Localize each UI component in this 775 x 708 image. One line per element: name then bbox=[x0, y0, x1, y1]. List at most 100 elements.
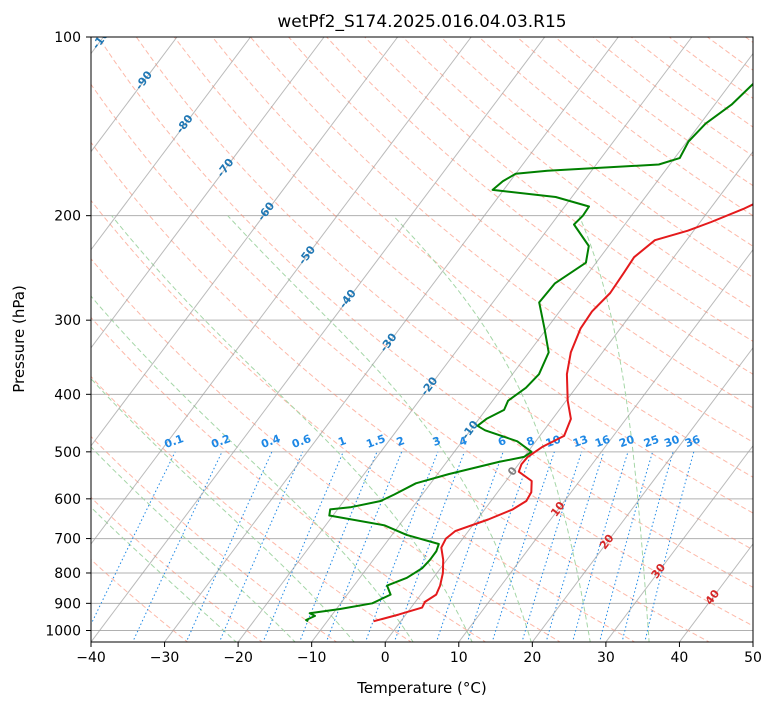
isotherm-line bbox=[311, 52, 753, 642]
isotherm-line bbox=[237, 37, 693, 642]
dewpoint-line bbox=[305, 82, 753, 623]
mixing-ratio-line bbox=[218, 451, 304, 642]
mixing-ratio-line bbox=[599, 451, 654, 642]
mixing-ratio-label: 36 bbox=[683, 433, 702, 451]
mixing-ratio-label: 20 bbox=[617, 433, 636, 451]
dry-adiabat-line bbox=[91, 558, 189, 642]
dry-adiabat-line bbox=[135, 37, 753, 551]
dry-adiabat-line bbox=[91, 199, 636, 642]
y-tick-label: 200 bbox=[54, 209, 81, 225]
dry-adiabat-line bbox=[364, 37, 753, 342]
mixing-ratio-label: 4 bbox=[457, 434, 469, 449]
dry-adiabat-line bbox=[91, 435, 338, 642]
y-axis-label: Pressure (hPa) bbox=[10, 285, 28, 393]
mixing-ratio-line bbox=[325, 451, 403, 642]
mixing-ratio-line bbox=[466, 451, 533, 642]
mixing-ratio-line bbox=[572, 451, 629, 642]
chart-title: wetPf2_S174.2025.016.04.03.R15 bbox=[277, 12, 566, 32]
mixing-ratio-label: 3 bbox=[431, 434, 443, 449]
x-tick-label: −40 bbox=[76, 650, 106, 666]
mixing-ratio-label: 0.6 bbox=[290, 432, 313, 451]
mixing-ratio-line bbox=[91, 451, 176, 626]
mixing-ratio-label: 30 bbox=[662, 433, 681, 451]
moist-adiabat-line bbox=[111, 215, 473, 642]
mixing-ratio-line bbox=[621, 451, 674, 642]
x-tick-label: −20 bbox=[223, 650, 253, 666]
moist-adiabat-line bbox=[227, 215, 532, 642]
isotherm-line bbox=[91, 37, 251, 251]
mixing-ratio-lines bbox=[91, 451, 695, 642]
moist-adiabat-line bbox=[91, 446, 296, 642]
mixing-ratio-label: 25 bbox=[642, 433, 661, 450]
dry-adiabat-line bbox=[250, 37, 753, 443]
mixing-ratio-label: 6 bbox=[496, 434, 508, 449]
mixing-ratio-line bbox=[364, 451, 439, 642]
x-tick-label: 0 bbox=[381, 650, 390, 666]
y-axis: 100 200 300 400 500 600 700 800 900 1000 bbox=[45, 30, 91, 640]
isotherm-line bbox=[91, 37, 399, 447]
x-tick-label: 40 bbox=[671, 650, 689, 666]
moist-adiabat-line bbox=[91, 378, 355, 642]
isotherm-line bbox=[384, 150, 753, 642]
y-tick-label: 600 bbox=[54, 492, 81, 508]
x-tick-label: 10 bbox=[450, 650, 468, 666]
moist-adiabat-line bbox=[91, 506, 237, 642]
y-tick-label: 100 bbox=[54, 30, 81, 46]
mixing-ratio-label: 8 bbox=[525, 434, 537, 449]
isotherm-line bbox=[163, 37, 619, 642]
dry-adiabat-line bbox=[326, 37, 753, 375]
isotherm-line bbox=[531, 346, 753, 642]
y-tick-label: 700 bbox=[54, 532, 81, 548]
dry-adiabat-line bbox=[91, 141, 711, 642]
mixing-ratio-line bbox=[262, 451, 344, 642]
isotherm-line bbox=[91, 37, 178, 153]
x-tick-label: 20 bbox=[523, 650, 541, 666]
dry-adiabat-line bbox=[91, 83, 753, 627]
y-tick-label: 1000 bbox=[45, 624, 81, 640]
plot-frame bbox=[90, 36, 754, 643]
mixing-ratio-label: 0.2 bbox=[209, 432, 232, 451]
x-axis: −40 −30 −20 −10 0 10 20 30 40 50 bbox=[76, 642, 762, 666]
mixing-ratio-label: 13 bbox=[571, 433, 590, 450]
x-tick-label: 30 bbox=[597, 650, 615, 666]
mixing-ratio-line bbox=[545, 451, 605, 642]
dry-adiabat-line bbox=[91, 258, 561, 642]
y-tick-label: 300 bbox=[54, 313, 81, 329]
moist-adiabat-line bbox=[578, 215, 650, 642]
isotherms bbox=[91, 37, 753, 642]
y-tick-label: 900 bbox=[54, 596, 81, 612]
isotherm-line bbox=[605, 445, 753, 642]
mixing-ratio-label: 1 bbox=[336, 434, 348, 449]
temperature-line bbox=[373, 203, 753, 623]
mixing-ratio-line bbox=[435, 451, 504, 642]
mixing-ratio-label: 2 bbox=[395, 434, 407, 449]
dry-adiabat-line bbox=[173, 37, 753, 514]
y-tick-label: 400 bbox=[54, 387, 81, 403]
isotherm-line bbox=[91, 37, 546, 642]
mixing-ratio-labels: 0.1 0.2 0.4 0.6 1 1.5 2 3 4 6 8 10 13 16 20 25 30 36 bbox=[163, 432, 703, 451]
plot-area: -100-90-80-70-60-50-40-30-20-10010203040… bbox=[91, 37, 753, 642]
y-tick-label: 800 bbox=[54, 566, 81, 582]
dry-adiabat-line bbox=[212, 37, 753, 478]
isotherm-line bbox=[91, 37, 472, 545]
x-tick-label: −10 bbox=[297, 650, 327, 666]
mixing-ratio-label: 0.1 bbox=[163, 432, 186, 451]
mixing-ratio-label: 0.4 bbox=[259, 432, 282, 451]
mixing-ratio-label: 16 bbox=[593, 433, 612, 451]
dry-adiabat-line bbox=[91, 316, 487, 642]
sounding-series bbox=[305, 82, 753, 623]
moist-adiabats bbox=[91, 215, 650, 642]
isotherm-line bbox=[458, 248, 753, 642]
y-tick-label: 500 bbox=[54, 445, 81, 461]
isotherm-line bbox=[91, 37, 325, 349]
mixing-ratio-label: 1.5 bbox=[364, 432, 387, 451]
x-axis-label: Temperature (°C) bbox=[356, 679, 486, 697]
x-tick-label: −30 bbox=[150, 650, 180, 666]
x-tick-label: 50 bbox=[744, 650, 762, 666]
mixing-ratio-line bbox=[491, 451, 555, 642]
dry-adiabat-line bbox=[97, 37, 753, 588]
moist-adiabat-line bbox=[392, 215, 591, 642]
mixing-ratio-line bbox=[521, 451, 583, 642]
